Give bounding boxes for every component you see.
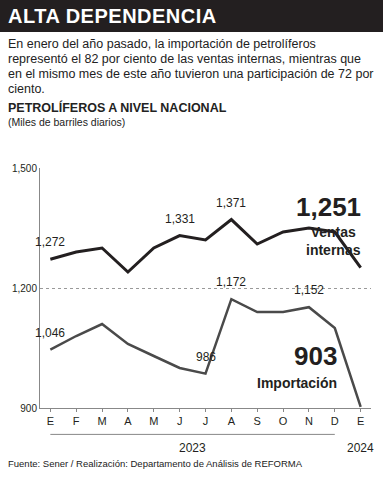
svg-text:E: E (357, 415, 364, 427)
svg-text:N: N (305, 415, 313, 427)
svg-text:1,500: 1,500 (12, 163, 37, 174)
svg-text:2024: 2024 (347, 441, 374, 455)
svg-text:1,152: 1,152 (294, 283, 324, 297)
svg-text:1,272: 1,272 (35, 235, 65, 249)
svg-text:D: D (331, 415, 339, 427)
svg-text:M: M (149, 415, 158, 427)
svg-text:F: F (73, 415, 80, 427)
svg-text:J: J (177, 415, 183, 427)
svg-text:903: 903 (294, 341, 337, 371)
svg-text:O: O (279, 415, 288, 427)
svg-text:Ventasinternas: Ventasinternas (306, 224, 361, 258)
svg-text:1,331: 1,331 (165, 212, 195, 226)
svg-text:1,371: 1,371 (216, 196, 246, 210)
svg-text:2023: 2023 (179, 441, 206, 455)
html-text:PETROLÍFEROS A NIVEL NACIONAL: PETROLÍFEROS A NIVEL NACIONAL (8, 101, 227, 115)
svg-text:1,251: 1,251 (296, 192, 361, 222)
html-text:ALTA DEPENDENCIA: ALTA DEPENDENCIA (8, 5, 217, 27)
svg-text:Importación: Importación (257, 375, 337, 391)
svg-text:A: A (124, 415, 132, 427)
html-text:Fuente: Sener / Realización: D: Fuente: Sener / Realización: Departament… (8, 458, 303, 469)
svg-text:1,046: 1,046 (35, 326, 65, 340)
svg-text:986: 986 (196, 350, 216, 364)
svg-text:J: J (203, 415, 209, 427)
html-text:En enero del año pasado, la im: En enero del año pasado, la importación … (8, 37, 374, 96)
svg-text:1,172: 1,172 (216, 275, 246, 289)
svg-text:A: A (228, 415, 236, 427)
svg-text:E: E (47, 415, 54, 427)
svg-text:1,200: 1,200 (12, 283, 37, 294)
svg-text:M: M (97, 415, 106, 427)
svg-text:900: 900 (20, 403, 37, 414)
html-text:(Miles de barriles diarios): (Miles de barriles diarios) (8, 116, 126, 128)
svg-text:S: S (254, 415, 261, 427)
